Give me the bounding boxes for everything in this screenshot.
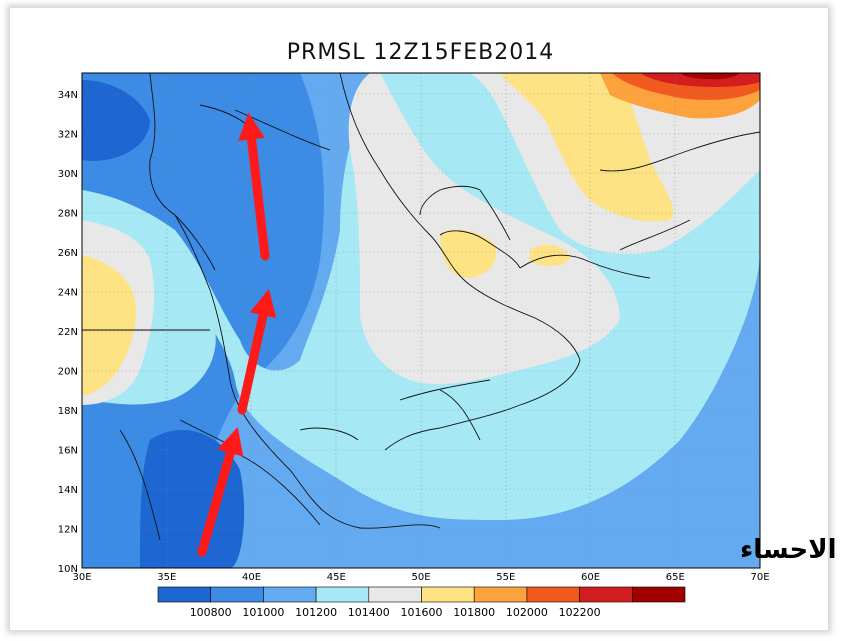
latitude-labels: 34N 32N 30N 28N 26N 24N 22N 20N 18N 16N 14N 12N 10N [58,90,78,575]
lon-label: 70E [750,572,769,583]
colorbar-label: 101800 [453,606,495,619]
colorbar-swatch [473,586,528,603]
colorbar-label: 100800 [190,606,232,619]
lat-label: 12N [58,525,78,536]
lat-label: 30N [58,169,78,180]
colorbar-swatch [526,586,580,603]
lon-label: 35E [157,572,176,583]
lon-label: 50E [411,572,430,583]
colorbar-swatch [263,586,317,603]
lat-label: 32N [58,130,78,141]
colorbar-swatch [157,586,212,603]
pressure-field [82,73,760,568]
colorbar-label: 101000 [242,606,284,619]
arrow-2 [237,288,277,415]
lon-label: 30E [72,572,91,583]
lat-label: 22N [58,327,78,338]
colorbar-swatch [421,586,475,603]
colorbar-swatch [368,586,422,603]
lat-label: 14N [58,485,78,496]
colorbar-label: 102000 [506,606,548,619]
colorbar-swatch [210,586,264,603]
colorbar: 100800 101000 101200 101400 101600 101800 1020… [157,586,686,619]
watermark-text: براري الاحساء [740,535,841,565]
lat-label: 10N [58,564,78,575]
lon-label: 55E [496,572,515,583]
arrow-1 [197,427,244,557]
flow-arrows [197,112,277,557]
lon-label: 60E [581,572,600,583]
lat-label: 18N [58,406,78,417]
lat-label: 16N [58,446,78,457]
lat-label: 24N [58,288,78,299]
lat-label: 34N [58,90,78,101]
colorbar-label: 101200 [295,606,337,619]
lon-label: 40E [242,572,261,583]
colorbar-label: 102200 [559,606,601,619]
colorbar-label: 101600 [401,606,443,619]
lat-label: 28N [58,209,78,220]
colorbar-swatch [631,586,686,603]
colorbar-swatch [315,586,370,603]
colorbar-label: 101400 [348,606,390,619]
colorbar-swatch [579,586,633,603]
graticule [82,73,760,568]
lat-label: 20N [58,367,78,378]
lon-label: 65E [666,572,685,583]
lon-label: 45E [327,572,346,583]
plot-border [81,72,761,569]
arrow-3 [238,112,270,261]
longitude-labels: 30E 35E 40E 45E 50E 55E 60E 65E 70E [72,572,769,583]
lat-label: 26N [58,248,78,259]
map-title: PRMSL 12Z15FEB2014 [286,40,555,65]
